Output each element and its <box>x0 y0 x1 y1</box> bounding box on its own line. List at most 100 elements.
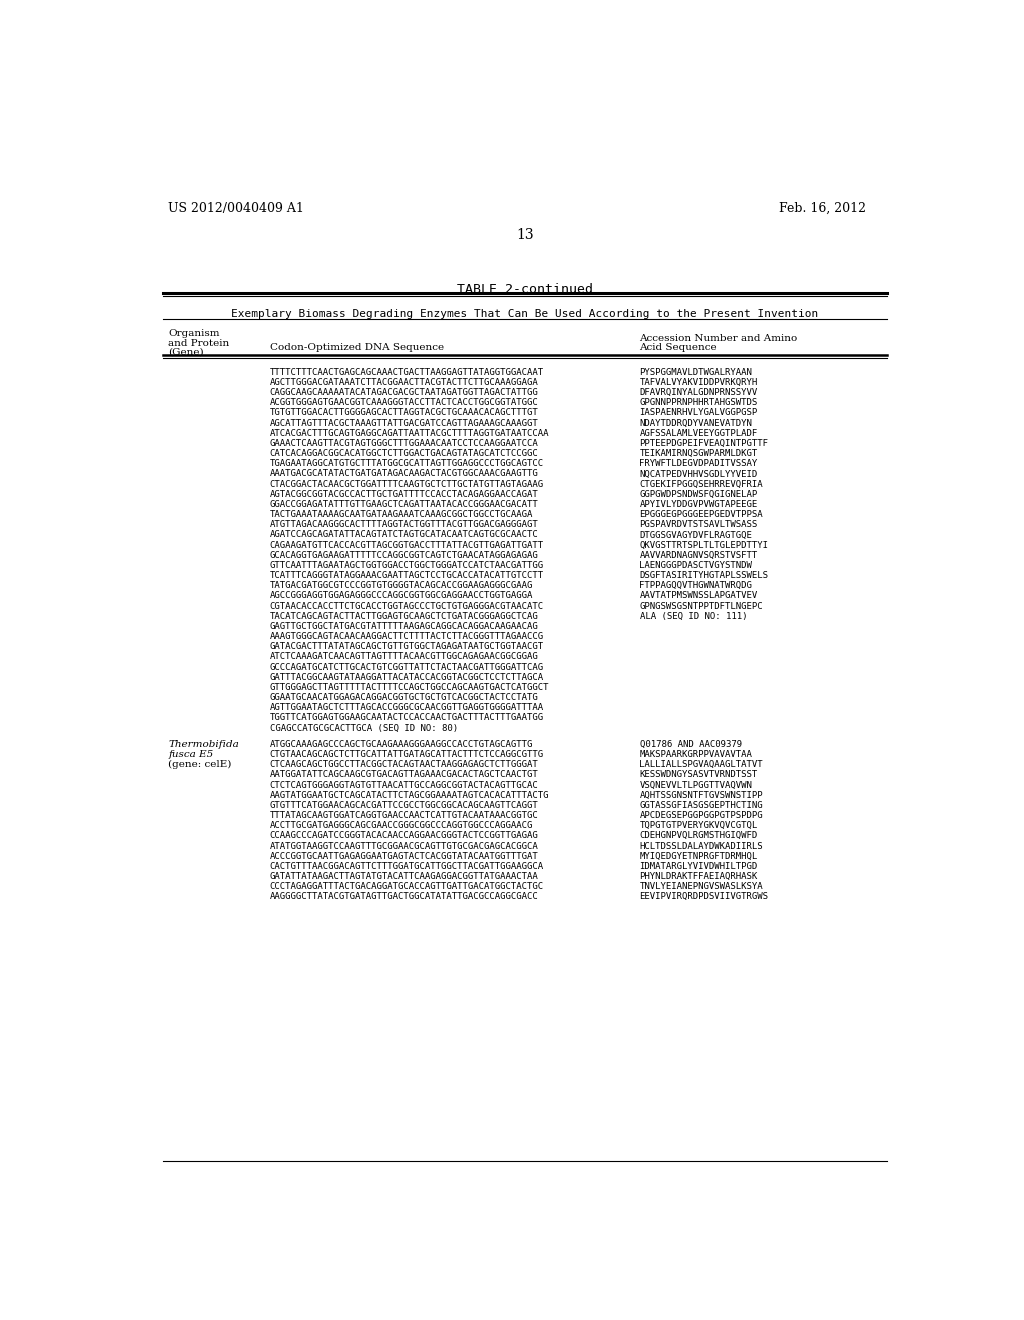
Text: CATCACAGGACGGCACATGGCTCTTGGACTGACAGTATAGCATCTCCGGC: CATCACAGGACGGCACATGGCTCTTGGACTGACAGTATAG… <box>270 449 539 458</box>
Text: TACTGAAATAAAAGCAATGATAAGAAATCAAAGCGGCTGGCCTGCAAGA: TACTGAAATAAAAGCAATGATAAGAAATCAAAGCGGCTGG… <box>270 510 534 519</box>
Text: IDMATARGLYVIVDWHILTPGD: IDMATARGLYVIVDWHILTPGD <box>640 862 758 871</box>
Text: TABLE 2-continued: TABLE 2-continued <box>457 284 593 296</box>
Text: GPGNNPPRNPHHRTAHGSWTDS: GPGNNPPRNPHHRTAHGSWTDS <box>640 399 758 408</box>
Text: GGAATGCAACATGGAGACAGGACGGTGCTGCTGTCACGGCTACTCCTATG: GGAATGCAACATGGAGACAGGACGGTGCTGCTGTCACGGC… <box>270 693 539 702</box>
Text: TTTATAGCAAGTGGATCAGGTGAACCAACTCATTGTACAATAAACGGTGC: TTTATAGCAAGTGGATCAGGTGAACCAACTCATTGTACAA… <box>270 810 539 820</box>
Text: AGTTGGAATAGCTCTTTAGCACCGGGCGCAACGGTTGAGGTGGGGATTTAA: AGTTGGAATAGCTCTTTAGCACCGGGCGCAACGGTTGAGG… <box>270 704 544 713</box>
Text: PPTEEPDGPEIFVEAQINTPGTTF: PPTEEPDGPEIFVEAQINTPGTTF <box>640 440 768 447</box>
Text: TATGACGATGGCGTCCCGGTGTGGGGTACAGCACCGGAAGAGGGCGAAG: TATGACGATGGCGTCCCGGTGTGGGGTACAGCACCGGAAG… <box>270 581 534 590</box>
Text: AGCATTAGTTTACGCTAAAGTTATTGACGATCCAGTTAGAAAGCAAAGGT: AGCATTAGTTTACGCTAAAGTTATTGACGATCCAGTTAGA… <box>270 418 539 428</box>
Text: CAGAAGATGTTCACCACGTTAGCGGTGACCTTTATTACGTTGAGATTGATT: CAGAAGATGTTCACCACGTTAGCGGTGACCTTTATTACGT… <box>270 541 544 549</box>
Text: GTTCAATTTAGAATAGCTGGTGGACCTGGCTGGGATCCATCTAACGATTGG: GTTCAATTTAGAATAGCTGGTGGACCTGGCTGGGATCCAT… <box>270 561 544 570</box>
Text: NQCATPEDVHHVSGDLYYVEID: NQCATPEDVHHVSGDLYYVEID <box>640 470 758 478</box>
Text: (Gene): (Gene) <box>168 348 204 356</box>
Text: CGAGCCATGCGCACTTGCA (SEQ ID NO: 80): CGAGCCATGCGCACTTGCA (SEQ ID NO: 80) <box>270 723 458 733</box>
Text: GTGTTTCATGGAACAGCACGATTCCGCCTGGCGGCACAGCAAGTTCAGGT: GTGTTTCATGGAACAGCACGATTCCGCCTGGCGGCACAGC… <box>270 801 539 810</box>
Text: DTGGSGVAGYDVFLRAGTGQE: DTGGSGVAGYDVFLRAGTGQE <box>640 531 753 540</box>
Text: FTPPAGQQVTHGWNATWRQDG: FTPPAGQQVTHGWNATWRQDG <box>640 581 753 590</box>
Text: NDAYTDDRQDYVANEVATDYN: NDAYTDDRQDYVANEVATDYN <box>640 418 753 428</box>
Text: HCLTDSSLDALAYDWKADIIRLS: HCLTDSSLDALAYDWKADIIRLS <box>640 842 763 850</box>
Text: TCATTTCAGGGTATAGGAAACGAATTAGCTCCTGCACCATACATTGTCCTT: TCATTTCAGGGTATAGGAAACGAATTAGCTCCTGCACCAT… <box>270 572 544 579</box>
Text: CACTGTTTAACGGACAGTTCTTTGGATGCATTGGCTTACGATTGGAAGGCA: CACTGTTTAACGGACAGTTCTTTGGATGCATTGGCTTACG… <box>270 862 544 871</box>
Text: APCDEGSEPGGPGGPGTPSPDPG: APCDEGSEPGGPGGPGTPSPDPG <box>640 810 763 820</box>
Text: TGGTTCATGGAGTGGAAGCAATACTCCACCAACTGACTTTACTTTGAATGG: TGGTTCATGGAGTGGAAGCAATACTCCACCAACTGACTTT… <box>270 713 544 722</box>
Text: (gene: celE): (gene: celE) <box>168 760 231 770</box>
Text: CTGEKIFPGGQSEHRREVQFRIA: CTGEKIFPGGQSEHRREVQFRIA <box>640 479 763 488</box>
Text: ACCCGGTGCAATTGAGAGGAATGAGTACTCACGGTATACAATGGTTTGAT: ACCCGGTGCAATTGAGAGGAATGAGTACTCACGGTATACA… <box>270 851 539 861</box>
Text: AAVTATPMSWNSSLAPGATVEV: AAVTATPMSWNSSLAPGATVEV <box>640 591 758 601</box>
Text: GATTTACGGCAAGTATAAGGATTACATACCACGGTACGGCTCCTCTTAGCA: GATTTACGGCAAGTATAAGGATTACATACCACGGTACGGC… <box>270 673 544 681</box>
Text: VSQNEVVLTLPGGTTVAQVWN: VSQNEVVLTLPGGTTVAQVWN <box>640 780 753 789</box>
Text: Exemplary Biomass Degrading Enzymes That Can Be Used According to the Present In: Exemplary Biomass Degrading Enzymes That… <box>231 309 818 319</box>
Text: ALA (SEQ ID NO: 111): ALA (SEQ ID NO: 111) <box>640 611 746 620</box>
Text: AQHTSSGNSNTFTGVSWNSTIPP: AQHTSSGNSNTFTGVSWNSTIPP <box>640 791 763 800</box>
Text: GAAACTCAAGTTACGTAGTGGGCTTTGGAAACAATCCTCCAAGGAATCCA: GAAACTCAAGTTACGTAGTGGGCTTTGGAAACAATCCTCC… <box>270 440 539 447</box>
Text: QKVGSTTRTSPLTLTGLEPDTTYI: QKVGSTTRTSPLTLTGLEPDTTYI <box>640 541 768 549</box>
Text: ATCTCAAAGATCAACAGTTAGTTTTACAACGTTGGCAGAGAACGGCGGAG: ATCTCAAAGATCAACAGTTAGTTTTACAACGTTGGCAGAG… <box>270 652 539 661</box>
Text: 13: 13 <box>516 227 534 242</box>
Text: APYIVLYDDGVPVWGTAPEEGE: APYIVLYDDGVPVWGTAPEEGE <box>640 500 758 510</box>
Text: LAENGGGPDASCTVGYSTNDW: LAENGGGPDASCTVGYSTNDW <box>640 561 753 570</box>
Text: TAFVALVYAKVIDDPVRKQRYH: TAFVALVYAKVIDDPVRKQRYH <box>640 378 758 387</box>
Text: Codon-Optimized DNA Sequence: Codon-Optimized DNA Sequence <box>270 343 444 352</box>
Text: Organism: Organism <box>168 330 220 338</box>
Text: CGTAACACCACCTTCTGCACCTGGTAGCCCTGCTGTGAGGGACGTAACATC: CGTAACACCACCTTCTGCACCTGGTAGCCCTGCTGTGAGG… <box>270 602 544 611</box>
Text: CCAAGCCCAGATCCGGGTACACAACCAGGAACGGGTACTCCGGTTGAGAG: CCAAGCCCAGATCCGGGTACACAACCAGGAACGGGTACTC… <box>270 832 539 841</box>
Text: Accession Number and Amino: Accession Number and Amino <box>640 334 798 343</box>
Text: ATGGCAAAGAGCCCAGCTGCAAGAAAGGGAAGGCCACCTGTAGCAGTTG: ATGGCAAAGAGCCCAGCTGCAAGAAAGGGAAGGCCACCTG… <box>270 741 534 748</box>
Text: Feb. 16, 2012: Feb. 16, 2012 <box>779 202 866 215</box>
Text: EEVIPVIRQRDPDSVIIVGTRGWS: EEVIPVIRQRDPDSVIIVGTRGWS <box>640 892 768 902</box>
Text: TEIKAMIRNQSGWPARMLDKGT: TEIKAMIRNQSGWPARMLDKGT <box>640 449 758 458</box>
Text: ATATGGTAAGGTCCAAGTTTGCGGAACGCAGTTGTGCGACGAGCACGGCA: ATATGGTAAGGTCCAAGTTTGCGGAACGCAGTTGTGCGAC… <box>270 842 539 850</box>
Text: AGATCCAGCAGATATTACAGTATCTAGTGCATACAATCAGTGCGCAACTC: AGATCCAGCAGATATTACAGTATCTAGTGCATACAATCAG… <box>270 531 539 540</box>
Text: GCCCAGATGCATCTTGCACTGTCGGTTATTCTACTAACGATTGGGATTCAG: GCCCAGATGCATCTTGCACTGTCGGTTATTCTACTAACGA… <box>270 663 544 672</box>
Text: TQPGTGTPVERYGKVQVCGTQL: TQPGTGTPVERYGKVQVCGTQL <box>640 821 758 830</box>
Text: GGTASSGFIASGSGEPTHCTING: GGTASSGFIASGSGEPTHCTING <box>640 801 763 810</box>
Text: DFAVRQINYALGDNPRNSSYVV: DFAVRQINYALGDNPRNSSYVV <box>640 388 758 397</box>
Text: ATCACGACTTTGCAGTGAGGCAGATTAATTACGCTTTTAGGTGATAATCCAA: ATCACGACTTTGCAGTGAGGCAGATTAATTACGCTTTTAG… <box>270 429 549 438</box>
Text: TNVLYEIANEPNGVSWASLKSYA: TNVLYEIANEPNGVSWASLKSYA <box>640 882 763 891</box>
Text: GTTGGGAGCTTAGTTTTTACTTTTCCAGCTGGCCAGCAAGTGACTCATGGCT: GTTGGGAGCTTAGTTTTTACTTTTCCAGCTGGCCAGCAAG… <box>270 682 549 692</box>
Text: CTACGGACTACAACGCTGGATTTTCAAGTGCTCTTGCTATGTTAGTAGAAG: CTACGGACTACAACGCTGGATTTTCAAGTGCTCTTGCTAT… <box>270 479 544 488</box>
Text: US 2012/0040409 A1: US 2012/0040409 A1 <box>168 202 304 215</box>
Text: TACATCAGCAGTACTTACTTGGAGTGCAAGCTCTGATACGGGAGGCTCAG: TACATCAGCAGTACTTACTTGGAGTGCAAGCTCTGATACG… <box>270 611 539 620</box>
Text: PGSPAVRDVTSTSAVLTWSASS: PGSPAVRDVTSTSAVLTWSASS <box>640 520 758 529</box>
Text: CTGTAACAGCAGCTCTTGCATTATTGATAGCATTACTTTCTCCAGGCGTTG: CTGTAACAGCAGCTCTTGCATTATTGATAGCATTACTTTC… <box>270 750 544 759</box>
Text: TGAGAATAGGCATGTGCTTTATGGCGCATTAGTTGGAGGCCCTGGCAGTCC: TGAGAATAGGCATGTGCTTTATGGCGCATTAGTTGGAGGC… <box>270 459 544 469</box>
Text: GATATTATAAGACTTAGTATGTACATTCAAGAGGACGGTTATGAAACTAA: GATATTATAAGACTTAGTATGTACATTCAAGAGGACGGTT… <box>270 873 539 880</box>
Text: GATACGACTTTATATAGCAGCTGTTGTGGCTAGAGATAATGCTGGTAACGT: GATACGACTTTATATAGCAGCTGTTGTGGCTAGAGATAAT… <box>270 643 544 651</box>
Text: EPGGGEGPGGGEEPGEDVTPPSA: EPGGGEGPGGGEEPGEDVTPPSA <box>640 510 763 519</box>
Text: CAGGCAAGCAAAAATACATAGACGACGCTAATAGATGGTTAGACTATTGG: CAGGCAAGCAAAAATACATAGACGACGCTAATAGATGGTT… <box>270 388 539 397</box>
Text: DSGFTASIRITYHGTAPLSSWELS: DSGFTASIRITYHGTAPLSSWELS <box>640 572 768 579</box>
Text: LALLIALLSPGVAQAAGLTATVT: LALLIALLSPGVAQAAGLTATVT <box>640 760 763 770</box>
Text: fusca E5: fusca E5 <box>168 750 214 759</box>
Text: MYIQEDGYETNPRGFTDRMHQL: MYIQEDGYETNPRGFTDRMHQL <box>640 851 758 861</box>
Text: Q01786 AND AAC09379: Q01786 AND AAC09379 <box>640 741 741 748</box>
Text: GAGTTGCTGGCTATGACGTATTTTTAAGAGCAGGCACAGGACAAGAACAG: GAGTTGCTGGCTATGACGTATTTTTAAGAGCAGGCACAGG… <box>270 622 539 631</box>
Text: PYSPGGMAVLDTWGALRYAAN: PYSPGGMAVLDTWGALRYAAN <box>640 368 753 376</box>
Text: AGFSSALAMLVEEYGGTPLADF: AGFSSALAMLVEEYGGTPLADF <box>640 429 758 438</box>
Text: AGCCGGGAGGTGGAGAGGGCCCAGGCGGTGGCGAGGAACCTGGTGAGGA: AGCCGGGAGGTGGAGAGGGCCCAGGCGGTGGCGAGGAACC… <box>270 591 534 601</box>
Text: AAGGGGCTTATACGTGATAGTTGACTGGCATATATTGACGCCAGGCGACC: AAGGGGCTTATACGTGATAGTTGACTGGCATATATTGACG… <box>270 892 539 902</box>
Text: CTCTCAGTGGGAGGTAGTGTTAACATTGCCAGGCGGTACTACAGTTGCAC: CTCTCAGTGGGAGGTAGTGTTAACATTGCCAGGCGGTACT… <box>270 780 539 789</box>
Text: TGTGTTGGACACTTGGGGAGCACTTAGGTACGCTGCAAACACAGCTTTGT: TGTGTTGGACACTTGGGGAGCACTTAGGTACGCTGCAAAC… <box>270 408 539 417</box>
Text: ACGGTGGGAGTGAACGGTCAAAGGGTACCTTACTCACCTGGCGGTATGGC: ACGGTGGGAGTGAACGGTCAAAGGGTACCTTACTCACCTG… <box>270 399 539 408</box>
Text: AAATGACGCATATACTGATGATAGACAAGACTACGTGGCAAACGAAGTTG: AAATGACGCATATACTGATGATAGACAAGACTACGTGGCA… <box>270 470 539 478</box>
Text: AAVVARDNAGNVSQRSTVSFTT: AAVVARDNAGNVSQRSTVSFTT <box>640 550 758 560</box>
Text: MAKSPAARKGRPPVAVAVTAA: MAKSPAARKGRPPVAVAVTAA <box>640 750 753 759</box>
Text: AATGGATATTCAGCAAGCGTGACAGTTAGAAACGACACTAGCTCAACTGT: AATGGATATTCAGCAAGCGTGACAGTTAGAAACGACACTA… <box>270 771 539 779</box>
Text: Thermobifida: Thermobifida <box>168 741 239 748</box>
Text: ATGTTAGACAAGGGCACTTTTAGGTACTGGTTTACGTTGGACGAGGGAGT: ATGTTAGACAAGGGCACTTTTAGGTACTGGTTTACGTTGG… <box>270 520 539 529</box>
Text: IASPAENRHVLYGALVGGPGSP: IASPAENRHVLYGALVGGPGSP <box>640 408 758 417</box>
Text: AGCTTGGGACGATAAATCTTACGGAACTTACGTACTTCTTGCAAAGGAGA: AGCTTGGGACGATAAATCTTACGGAACTTACGTACTTCTT… <box>270 378 539 387</box>
Text: CDEHGNPVQLRGMSTHGIQWFD: CDEHGNPVQLRGMSTHGIQWFD <box>640 832 758 841</box>
Text: TTTTCTTTCAACTGAGCAGCAAACTGACTTAAGGAGTTATAGGTGGACAAT: TTTTCTTTCAACTGAGCAGCAAACTGACTTAAGGAGTTAT… <box>270 368 544 376</box>
Text: KESSWDNGYSASVTVRNDTSST: KESSWDNGYSASVTVRNDTSST <box>640 771 758 779</box>
Text: Acid Sequence: Acid Sequence <box>640 343 717 352</box>
Text: GGACCGGAGATATTTGTTGAAGCTCAGATTAATACACCGGGAACGACATT: GGACCGGAGATATTTGTTGAAGCTCAGATTAATACACCGG… <box>270 500 539 510</box>
Text: GPNGSWSGSNTPPTDFTLNGEPC: GPNGSWSGSNTPPTDFTLNGEPC <box>640 602 763 611</box>
Text: ACCTTGCGATGAGGGCAGCGAACCGGGCGGCCCAGGTGGCCCAGGAACG: ACCTTGCGATGAGGGCAGCGAACCGGGCGGCCCAGGTGGC… <box>270 821 534 830</box>
Text: GGPGWDPSNDWSFQGIGNELAP: GGPGWDPSNDWSFQGIGNELAP <box>640 490 758 499</box>
Text: CCCTAGAGGATTTACTGACAGGATGCACCAGTTGATTGACATGGCTACTGC: CCCTAGAGGATTTACTGACAGGATGCACCAGTTGATTGAC… <box>270 882 544 891</box>
Text: AGTACGGCGGTACGCCACTTGCTGATTTTCCACCTACAGAGGAACCAGAT: AGTACGGCGGTACGCCACTTGCTGATTTTCCACCTACAGA… <box>270 490 539 499</box>
